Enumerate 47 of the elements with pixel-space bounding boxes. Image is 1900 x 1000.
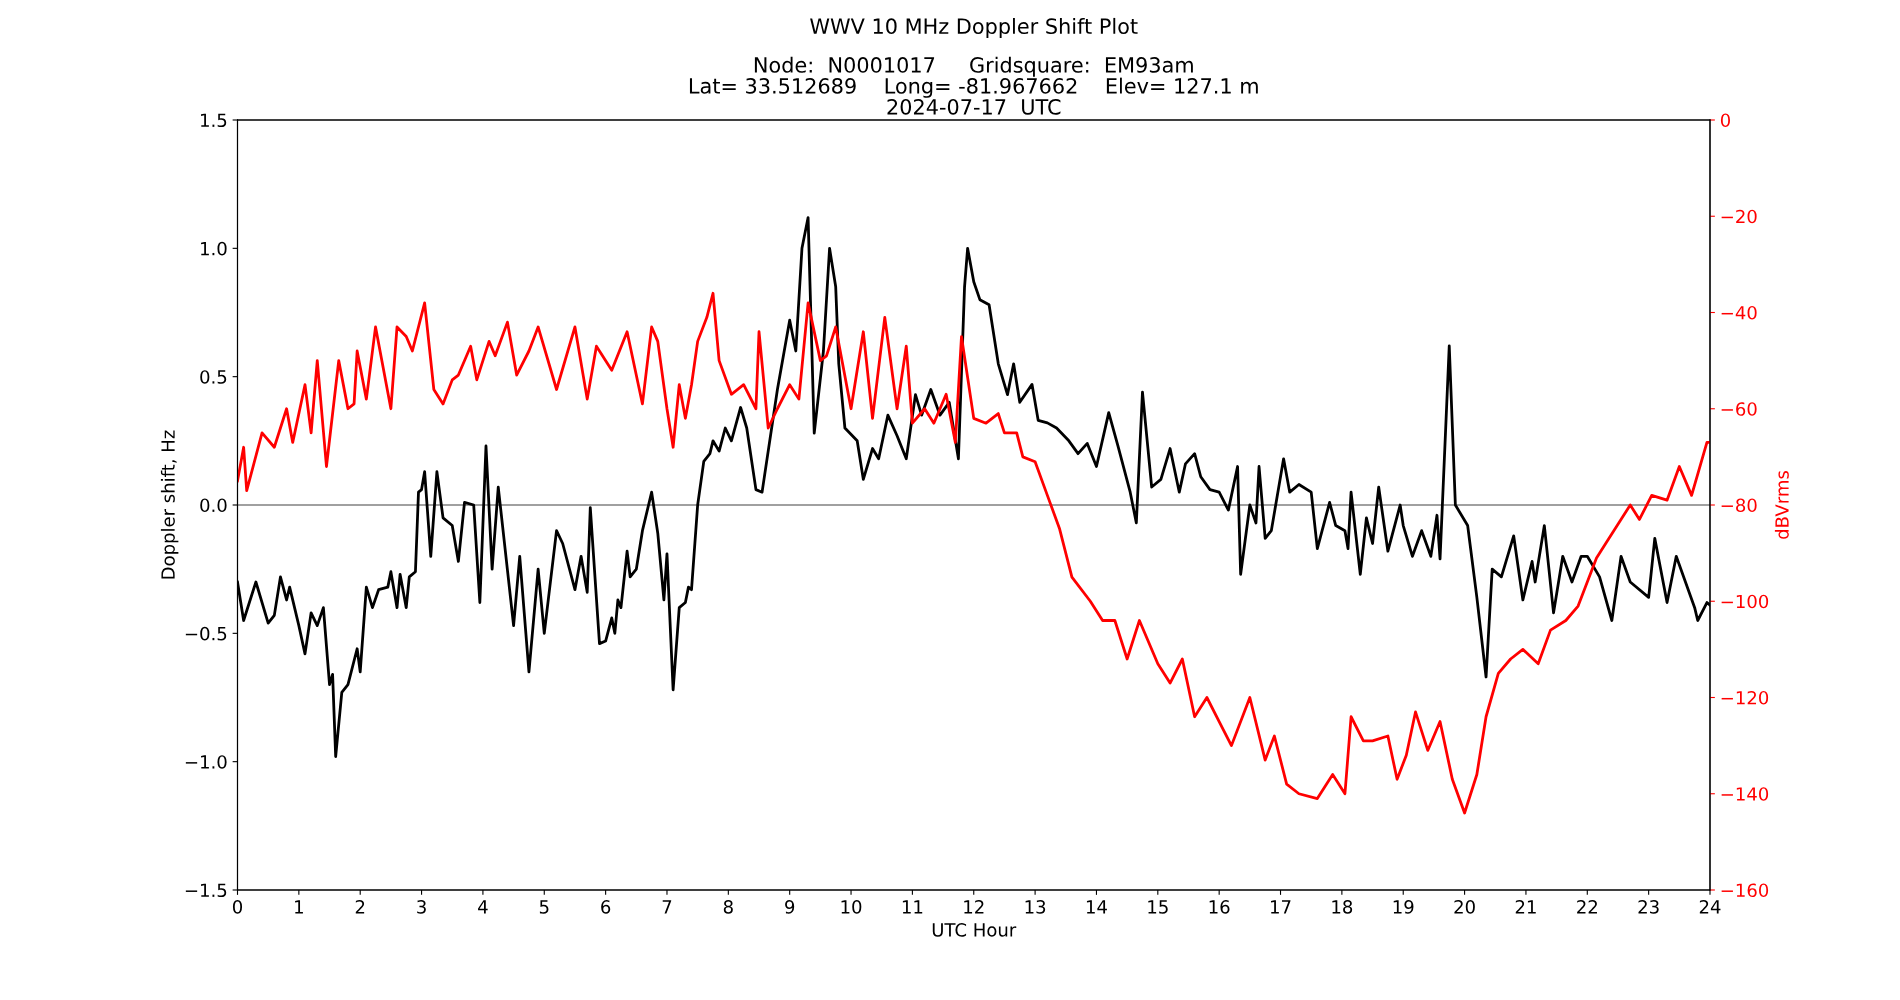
x-tick-label: 7 xyxy=(662,900,672,914)
x-tick-label: 1 xyxy=(295,900,303,914)
x-tick-label: 13 xyxy=(1025,900,1046,914)
x-tick-label: 23 xyxy=(1638,900,1659,914)
y-tick-label: 0.0 xyxy=(200,498,227,513)
x-axis-title: UTC Hour xyxy=(932,923,1017,937)
y2-tick-label: −120 xyxy=(1721,690,1769,705)
x-tick-label: 18 xyxy=(1332,900,1353,914)
x-tick-label: 16 xyxy=(1209,900,1230,914)
x-tick-label: 21 xyxy=(1515,900,1536,914)
x-tick-label: 0 xyxy=(232,900,243,914)
line-series xyxy=(237,291,1710,815)
y-tick-label: −0.5 xyxy=(185,626,227,641)
x-tick-label: 12 xyxy=(964,900,984,914)
y-tick-label: 1.5 xyxy=(201,113,227,128)
x-tick-label: 11 xyxy=(902,900,923,914)
y2-tick-label: 0 xyxy=(1720,113,1731,128)
x-tick-label: 24 xyxy=(1699,900,1721,914)
y2-axis-title: dBVrms xyxy=(1774,471,1789,539)
x-tick-label: 3 xyxy=(417,900,426,914)
y2-tick-label: −60 xyxy=(1721,402,1757,416)
chart-subtitle: Node: N0001017 Gridsquare: EM93am Lat= 33.512689 Long= -81.967662 Elev= 127.1 m 2024-07-17 UTC xyxy=(689,56,1258,115)
x-tick-label: 15 xyxy=(1148,900,1168,914)
y2-tick-label: −140 xyxy=(1721,787,1769,801)
y-tick-label: 1.0 xyxy=(201,241,227,256)
x-tick-label: 17 xyxy=(1271,900,1291,914)
x-tick-label: 20 xyxy=(1454,900,1475,914)
y-tick-label: −1.0 xyxy=(185,755,227,769)
y-tick-label: −1.5 xyxy=(185,883,227,898)
x-tick-label: 10 xyxy=(841,900,862,914)
x-tick-label: 2 xyxy=(355,900,365,914)
x-tick-label: 19 xyxy=(1393,900,1414,914)
x-tick-label: 6 xyxy=(601,900,611,914)
y2-tick-label: −80 xyxy=(1721,498,1757,513)
x-tick-label: 9 xyxy=(785,900,795,914)
x-tick-label: 4 xyxy=(478,900,488,914)
x-tick-label: 5 xyxy=(539,900,549,914)
y2-tick-label: −160 xyxy=(1721,883,1769,898)
y2-tick-label: −40 xyxy=(1721,305,1757,320)
chart-title: WWV 10 MHz Doppler Shift Plot xyxy=(810,17,1138,39)
y2-tick-label: −100 xyxy=(1721,594,1769,609)
y2-tick-label: −20 xyxy=(1721,209,1757,224)
x-tick-label: 8 xyxy=(723,900,733,914)
y-axis-title: Doppler shift, Hz xyxy=(160,430,179,579)
y-tick-label: 0.5 xyxy=(200,370,227,384)
x-tick-label: 14 xyxy=(1086,900,1107,914)
x-tick-label: 22 xyxy=(1577,900,1597,914)
